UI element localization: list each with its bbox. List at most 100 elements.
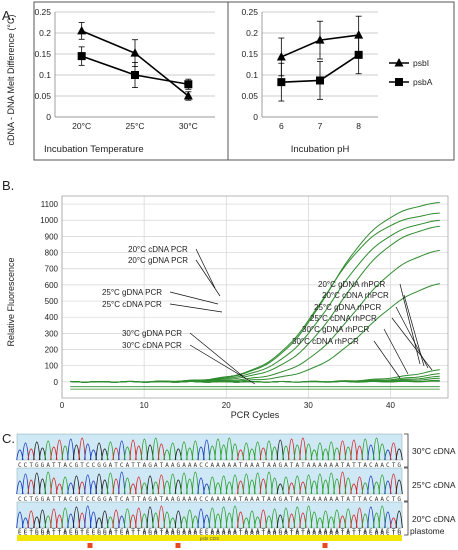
base-peak-C [84,443,92,461]
base-peak-A [310,511,318,529]
base-peak-A [44,440,52,461]
plastome-base: A [171,528,175,535]
base-letter: T [261,530,265,537]
base-peak-G [395,479,403,495]
curve-label: 30°C cDNA PCR [122,341,182,350]
trace-bracket [404,501,409,536]
base-peak-A [253,472,262,495]
plastome-base: A [216,528,220,535]
base-peak-C [384,511,392,529]
base-letter: T [58,462,62,469]
base-peak-A [61,507,69,529]
base-letter: T [358,530,362,537]
x-tick-label: 30 [304,401,313,410]
base-letter: T [392,462,396,469]
base-letter: A [228,462,232,469]
plastome-base: A [250,528,254,535]
base-peak-C [84,474,92,495]
base-letter: A [307,530,311,537]
base-letter: G [97,530,101,537]
base-peak-A [163,511,171,529]
y-tick-label: 0.25 [34,7,51,17]
base-peak-G [95,442,103,461]
base-letter: T [131,496,135,503]
y-tick-label: 200 [45,346,59,355]
base-peak-A [231,505,239,529]
base-letter: A [222,530,226,537]
leader-line [195,259,221,297]
plastome-base: T [301,528,305,535]
base-letter: A [267,530,271,537]
base-letter: G [75,496,79,503]
base-peak-G [95,473,103,495]
trace-label: 25°C cDNA [412,480,456,490]
base-letter: T [80,530,84,537]
base-letter: G [35,462,39,469]
base-letter: C [86,496,90,503]
plastome-base: A [284,528,288,535]
base-peak-A [321,510,330,529]
curve-label: 20°C cDNA rhPCR [322,291,389,300]
base-peak-A [44,471,52,495]
base-peak-C [21,442,30,461]
y-tick-label: 800 [45,249,59,258]
base-letter: T [341,462,345,469]
feature-label: psbI CDS [200,536,219,541]
base-letter: G [41,462,45,469]
plastome-base: T [29,528,33,535]
plastome-base: T [114,528,118,535]
curve-label: 25°C gDNA PCR [102,288,162,297]
base-peak-G [395,510,403,529]
base-letter: T [261,462,265,469]
data-point-psbA [77,52,86,61]
base-peak-A [361,438,369,461]
base-letter: T [131,462,135,469]
base-letter: C [199,530,203,537]
base-letter: A [188,462,192,469]
data-point-psbA [316,76,324,85]
base-peak-A [208,476,216,495]
base-peak-A [180,441,188,461]
y-tick-label: 0.05 [34,91,51,101]
base-letter: A [171,462,175,469]
base-peak-T [50,508,58,529]
base-letter: A [284,530,288,537]
plastome-base: T [239,528,243,535]
base-peak-T [50,477,58,495]
base-peak-A [333,509,341,529]
base-peak-A [282,476,290,495]
base-peak-T [55,439,64,461]
trace-label: 20°C cDNA [412,514,456,524]
base-letter: C [205,530,209,537]
base-letter: A [375,496,379,503]
panel-a-label: A. [2,8,14,23]
plastome-base: C [86,528,90,535]
plastome-base: A [244,528,248,535]
y-tick-label: 0.15 [241,49,258,59]
leader-line [399,283,421,365]
base-letter: A [182,496,186,503]
base-letter: A [222,496,226,503]
base-letter: T [358,496,362,503]
base-letter: C [18,496,22,503]
legend-label: psbI [413,58,429,68]
base-peak-A [169,442,177,461]
base-peak-A [304,505,313,529]
y-tick-label: 0.1 [246,70,258,80]
plastome-base: A [295,528,299,535]
y-tick-label: 1100 [41,200,59,209]
base-letter: A [335,462,339,469]
data-point-psbI [130,48,140,57]
base-letter: C [369,462,373,469]
base-letter: G [278,530,282,537]
base-letter: T [131,530,135,537]
base-letter: A [171,530,175,537]
base-peak-G [72,475,81,495]
base-letter: A [244,530,248,537]
base-letter: A [267,462,271,469]
base-letter: A [324,530,328,537]
plastome-base: A [188,528,192,535]
base-peak-A [61,476,69,495]
base-letter: T [29,462,33,469]
